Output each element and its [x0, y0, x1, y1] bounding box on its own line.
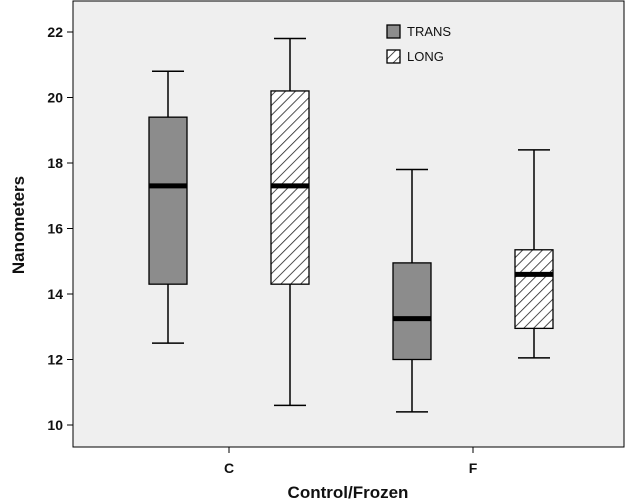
legend-swatch: [386, 24, 401, 39]
y-axis-title: Nanometers: [9, 176, 28, 274]
y-tick-label: 14: [47, 286, 63, 302]
iqr-box: [514, 249, 554, 330]
box-trans-f: [392, 168, 432, 413]
x-tick-label: F: [469, 460, 478, 476]
box-long-f: [514, 149, 554, 359]
x-axis-title: Control/Frozen: [288, 483, 409, 502]
legend-swatch: [386, 49, 401, 64]
y-tick-label: 18: [47, 155, 63, 171]
y-tick-label: 12: [47, 352, 63, 368]
y-tick-label: 10: [47, 417, 63, 433]
box-series: [148, 37, 554, 413]
legend-label: LONG: [407, 49, 444, 64]
y-axis: 10 12 14 16 18 20 22: [47, 24, 73, 433]
x-tick-label: C: [224, 460, 234, 476]
legend: TRANS LONG: [386, 24, 451, 64]
box-long-c: [270, 37, 310, 407]
iqr-box: [148, 116, 188, 285]
legend-label: TRANS: [407, 24, 451, 39]
y-tick-label: 20: [47, 90, 63, 106]
y-tick-label: 22: [47, 24, 63, 40]
iqr-box: [392, 262, 432, 361]
y-tick-label: 16: [47, 221, 63, 237]
box-trans-c: [148, 70, 188, 344]
